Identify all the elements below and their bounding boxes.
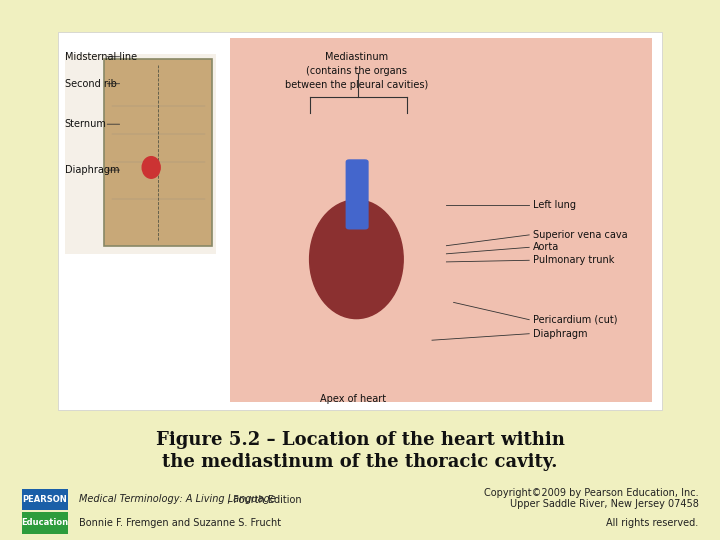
FancyBboxPatch shape	[104, 59, 212, 246]
Text: (contains the organs: (contains the organs	[306, 66, 407, 76]
FancyBboxPatch shape	[346, 159, 369, 230]
Text: Apex of heart: Apex of heart	[320, 394, 386, 403]
Text: Aorta: Aorta	[533, 242, 559, 252]
Text: Figure 5.2 – Location of the heart within: Figure 5.2 – Location of the heart withi…	[156, 431, 564, 449]
FancyBboxPatch shape	[22, 512, 68, 534]
Text: Left lung: Left lung	[533, 200, 576, 210]
FancyBboxPatch shape	[65, 54, 216, 254]
Text: All rights reserved.: All rights reserved.	[606, 518, 698, 528]
Ellipse shape	[142, 157, 160, 178]
FancyBboxPatch shape	[22, 489, 68, 510]
Text: PEARSON: PEARSON	[22, 495, 68, 504]
Text: the mediastinum of the thoracic cavity.: the mediastinum of the thoracic cavity.	[162, 453, 558, 471]
Text: Medical Terminology: A Living Language: Medical Terminology: A Living Language	[79, 495, 276, 504]
Text: Midsternal line: Midsternal line	[65, 52, 137, 62]
Text: Copyright©2009 by Pearson Education, Inc.: Copyright©2009 by Pearson Education, Inc…	[484, 488, 698, 498]
Text: between the pleural cavities): between the pleural cavities)	[285, 80, 428, 90]
Text: Diaphragm: Diaphragm	[65, 165, 120, 175]
Text: Bonnie F. Fremgen and Suzanne S. Frucht: Bonnie F. Fremgen and Suzanne S. Frucht	[79, 518, 282, 528]
Ellipse shape	[310, 200, 403, 319]
FancyBboxPatch shape	[230, 38, 652, 402]
Text: Pericardium (cut): Pericardium (cut)	[533, 315, 617, 325]
Text: Second rib: Second rib	[65, 79, 117, 89]
Text: Upper Saddle River, New Jersey 07458: Upper Saddle River, New Jersey 07458	[510, 499, 698, 509]
Text: , Fourth Edition: , Fourth Edition	[227, 495, 302, 504]
Text: Education: Education	[22, 518, 68, 527]
Text: Diaphragm: Diaphragm	[533, 329, 588, 339]
Text: Pulmonary trunk: Pulmonary trunk	[533, 255, 614, 265]
FancyBboxPatch shape	[58, 32, 662, 410]
Text: Superior vena cava: Superior vena cava	[533, 230, 627, 240]
Text: Sternum: Sternum	[65, 119, 107, 129]
Text: Mediastinum: Mediastinum	[325, 52, 388, 62]
